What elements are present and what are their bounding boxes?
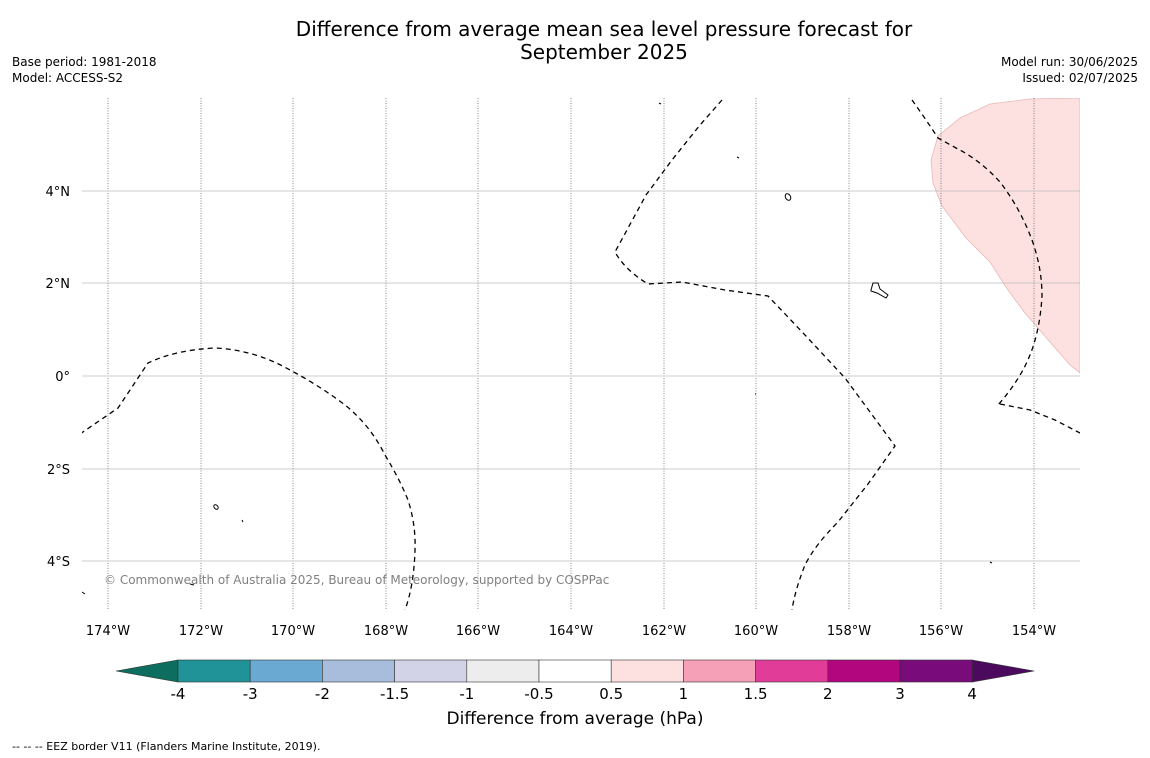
island (736, 156, 740, 159)
colorbar-bin (899, 659, 973, 683)
copyright-text: © Commonwealth of Australia 2025, Bureau… (104, 573, 609, 587)
colorbar-bin (394, 659, 468, 683)
longitude-tick-labels: 174°W 172°W 170°W 168°W 166°W 164°W 162°… (86, 624, 1056, 639)
colorbar-bin (177, 659, 251, 683)
colorbar-bin (683, 659, 756, 683)
colorbar-tick-label: 2 (823, 685, 833, 703)
colorbar-bin (755, 659, 829, 683)
lon-tick-label: 168°W (364, 624, 408, 639)
meta-left: Base period: 1981-2018 Model: ACCESS-S2 (12, 54, 157, 86)
lat-tick-label: 2°N (46, 277, 71, 292)
base-period-text: Base period: 1981-2018 (12, 55, 157, 69)
lon-tick-label: 156°W (919, 624, 963, 639)
lat-tick-label: 2°S (47, 463, 70, 478)
colorbar-tick-label: 0.5 (599, 685, 623, 703)
lon-tick-label: 162°W (642, 624, 686, 639)
latitude-gridlines (82, 190, 1080, 562)
colorbar-bin (610, 659, 684, 683)
eez-borders (82, 99, 1080, 610)
lat-tick-label: 0° (55, 370, 70, 385)
island (784, 193, 792, 201)
colorbar-bin (538, 659, 612, 683)
positive-anomaly-region (930, 98, 1080, 374)
island (241, 519, 244, 523)
colorbar-extend-lower (115, 659, 179, 683)
colorbar-tick-label: -3 (243, 685, 258, 703)
latitude-tick-labels: 4°N 2°N 0° 2°S 4°S (46, 185, 71, 570)
lat-tick-label: 4°S (47, 555, 70, 570)
lon-tick-label: 172°W (179, 624, 223, 639)
island (658, 102, 662, 105)
eez-border-central (614, 99, 896, 610)
eez-border-west (82, 347, 416, 610)
colorbar-tick-label: 1.5 (744, 685, 768, 703)
island (189, 583, 195, 586)
map-title: Difference from average mean sea level p… (0, 18, 1150, 64)
lon-tick-label: 166°W (456, 624, 500, 639)
eez-footnote: -- -- -- EEZ border V11 (Flanders Marine… (12, 740, 321, 753)
island (870, 282, 889, 299)
colorbar: -4 -3 -2 -1.5 -1 -0.5 0.5 1 1.5 2 3 4 (115, 659, 1035, 703)
colorbar-label: Difference from average (hPa) (446, 709, 704, 729)
lon-tick-label: 164°W (549, 624, 593, 639)
eez-border-east-upper (911, 99, 1043, 406)
lon-tick-label: 174°W (86, 624, 130, 639)
colorbar-tick-label: 1 (679, 685, 689, 703)
eez-border-east-lower (999, 403, 1080, 434)
colorbar-tick-label: 4 (967, 685, 977, 703)
longitude-gridlines (107, 98, 1035, 610)
island (213, 504, 219, 510)
island (82, 591, 86, 595)
title-line-1: Difference from average mean sea level p… (295, 17, 913, 41)
colorbar-tick-label: -2 (315, 685, 330, 703)
lon-tick-label: 158°W (827, 624, 871, 639)
colorbar-bin (827, 659, 901, 683)
colorbar-tick-label: -1.5 (380, 685, 409, 703)
colorbar-tick-label: -4 (171, 685, 186, 703)
colorbar-bin (322, 659, 395, 683)
colorbar-bin (466, 659, 540, 683)
lon-tick-label: 154°W (1012, 624, 1056, 639)
title-line-2: September 2025 (520, 40, 688, 64)
map-plot-area (82, 98, 1080, 610)
lon-tick-label: 170°W (271, 624, 315, 639)
lat-tick-label: 4°N (46, 185, 71, 200)
colorbar-tick-label: -1 (459, 685, 474, 703)
colorbar-bin (249, 659, 323, 683)
island (989, 561, 993, 564)
lon-tick-label: 160°W (734, 624, 778, 639)
colorbar-tick-label: 3 (895, 685, 905, 703)
issued-text: Issued: 02/07/2025 (1022, 71, 1138, 85)
colorbar-extend-upper (971, 659, 1035, 683)
model-run-text: Model run: 30/06/2025 (1000, 55, 1138, 69)
meta-right: Model run: 30/06/2025 Issued: 02/07/2025 (1001, 54, 1138, 86)
colorbar-tick-label: -0.5 (524, 685, 553, 703)
islands (82, 102, 993, 595)
model-text: Model: ACCESS-S2 (12, 71, 124, 85)
